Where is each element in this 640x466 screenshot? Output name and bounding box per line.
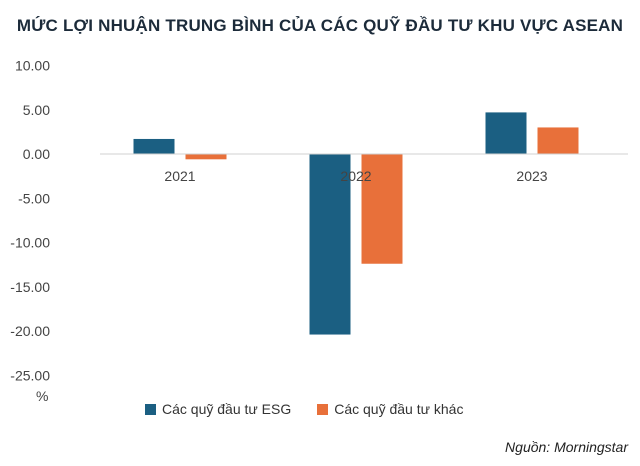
bar-2022-esg: [309, 154, 351, 335]
y-tick-label: 10.00: [15, 58, 50, 74]
x-tick-label: 2022: [340, 168, 371, 184]
bar-2021-esg: [133, 138, 175, 154]
y-tick-label: -25.00: [10, 367, 50, 383]
y-tick-label: -10.00: [10, 235, 50, 251]
bar-2021-other: [185, 154, 227, 160]
y-tick-label: -20.00: [10, 323, 50, 339]
legend-label-other: Các quỹ đầu tư khác: [334, 401, 464, 417]
y-tick-label: -15.00: [10, 279, 50, 295]
y-axis-unit: %: [36, 388, 49, 404]
bar-2022-other: [361, 154, 403, 264]
legend-item-other: Các quỹ đầu tư khác: [317, 401, 463, 417]
chart-title: MỨC LỢI NHUẬN TRUNG BÌNH CỦA CÁC QUỸ ĐẦU…: [16, 16, 624, 35]
x-tick-label: 2023: [516, 168, 547, 184]
legend-label-esg: Các quỹ đầu tư ESG: [162, 401, 292, 417]
legend: Các quỹ đầu tư ESG Các quỹ đầu tư khác: [145, 401, 463, 417]
y-tick-label: 5.00: [23, 102, 50, 118]
y-tick-label: 0.00: [23, 146, 50, 162]
y-tick-label: -5.00: [18, 190, 50, 206]
legend-swatch-other: [317, 403, 329, 415]
source-note: Nguồn: Morningstar: [505, 439, 628, 455]
legend-swatch-esg: [145, 403, 156, 415]
x-tick-label: 2021: [164, 168, 195, 184]
bar-2023-esg: [485, 112, 527, 154]
legend-item-esg: Các quỹ đầu tư ESG: [145, 401, 291, 417]
bar-2023-other: [537, 127, 579, 154]
